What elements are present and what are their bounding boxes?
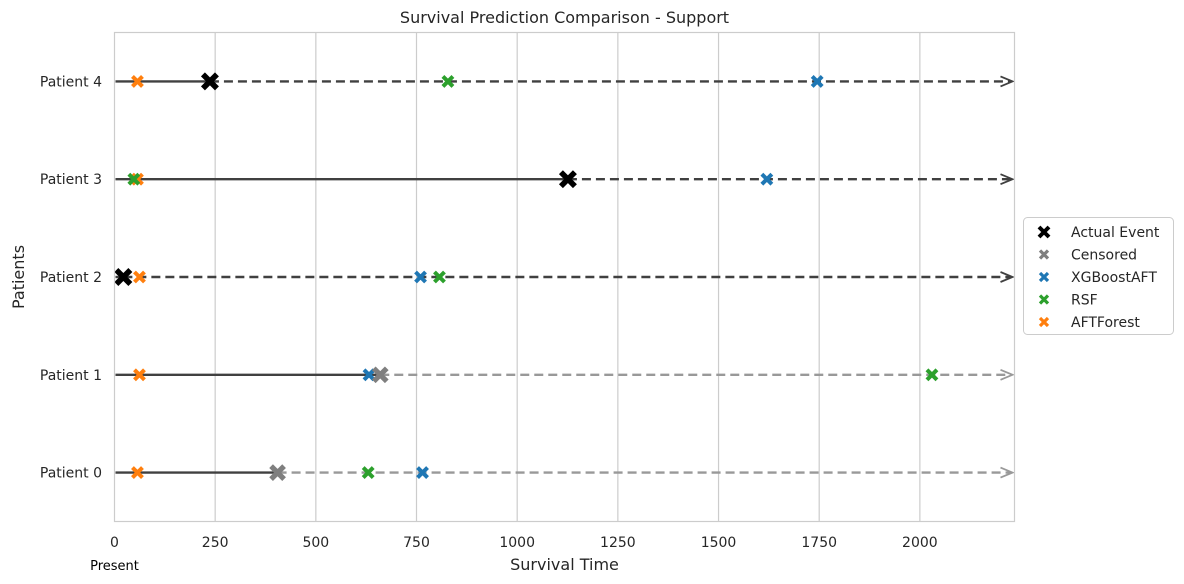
aftforest-marker — [131, 74, 144, 88]
x-tick-label: 1000 — [499, 535, 535, 551]
aftforest-marker — [133, 368, 146, 382]
xgboostaft-marker — [416, 466, 429, 480]
plot-area — [114, 72, 1015, 481]
x-tick-label: 1250 — [600, 535, 636, 551]
aftforest-marker — [131, 172, 144, 186]
actual-event-marker — [114, 268, 133, 286]
x-tick-label: 750 — [403, 535, 430, 551]
present-label: Present — [90, 559, 139, 574]
y-tick-label: Patient 1 — [40, 368, 102, 384]
legend-marker — [1037, 225, 1051, 239]
legend-entry: RSF — [1071, 293, 1098, 309]
arrow-head — [1000, 173, 1015, 186]
x-tick-label: 1500 — [701, 535, 737, 551]
y-tick-label: Patient 2 — [40, 270, 102, 286]
xgboostaft-marker — [362, 368, 376, 382]
xgboostaft-marker — [414, 270, 427, 284]
y-axis-ticks: Patient 0 Patient 1 Patient 2 Patient 3 Pati… — [40, 74, 102, 481]
arrow-head — [1000, 466, 1015, 479]
aftforest-marker — [131, 466, 144, 480]
rsf-marker — [441, 74, 455, 88]
legend-marker — [1038, 294, 1050, 305]
rsf-marker — [127, 172, 141, 186]
aftforest-marker — [133, 270, 146, 284]
legend-marker — [1038, 271, 1050, 283]
rsf-marker — [925, 368, 939, 382]
y-tick-label: Patient 4 — [40, 74, 102, 90]
actual-event-marker — [200, 72, 219, 91]
x-tick-label: 2000 — [902, 535, 938, 551]
legend: Actual Event Censored XGBoostAFT RSF AFTFore… — [1023, 217, 1174, 335]
arrow-head — [1000, 75, 1015, 88]
legend-box — [1023, 217, 1174, 335]
actual-event-marker — [558, 170, 577, 189]
censored-marker — [269, 464, 286, 481]
legend-entry: AFTForest — [1071, 315, 1140, 331]
x-axis-label: Survival Time — [510, 555, 619, 574]
legend-entry: Censored — [1071, 248, 1137, 264]
x-tick-label: 0 — [110, 535, 119, 551]
rsf-marker — [433, 270, 446, 284]
x-axis-ticks: 0 250 500 750 1000 1250 1500 1750 2000 — [110, 535, 938, 551]
censored-marker — [371, 366, 389, 384]
x-tick-label: 1750 — [801, 535, 837, 551]
xgboostaft-marker — [810, 74, 824, 88]
y-tick-label: Patient 0 — [40, 466, 102, 482]
chart-title: Survival Prediction Comparison - Support — [400, 8, 729, 27]
x-tick-label: 500 — [302, 535, 329, 551]
legend-marker — [1038, 249, 1050, 260]
x-tick-label: 250 — [202, 535, 229, 551]
y-axis-label: Patients — [9, 245, 28, 309]
xgboostaft-marker — [760, 172, 774, 186]
legend-marker — [1038, 316, 1050, 328]
legend-entry: XGBoostAFT — [1071, 270, 1157, 286]
plot-frame — [113, 31, 1016, 523]
rsf-marker — [361, 466, 375, 480]
y-tick-label: Patient 3 — [40, 172, 102, 188]
legend-entry: Actual Event — [1071, 225, 1160, 241]
arrow-head — [1000, 271, 1015, 283]
arrow-head — [1000, 368, 1015, 381]
